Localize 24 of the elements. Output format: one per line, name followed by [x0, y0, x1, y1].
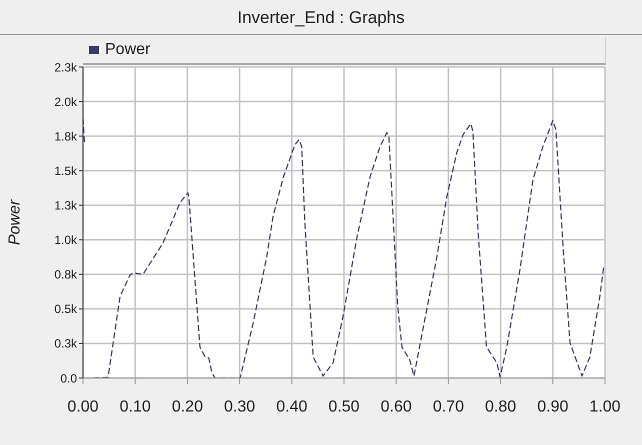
- chart-title: Inverter_End : Graphs: [236, 8, 406, 28]
- x-tick-label: 1.00: [589, 398, 621, 416]
- x-tick-label: 0.60: [380, 398, 412, 416]
- y-tick-label: 0.0: [60, 371, 78, 386]
- y-tick-label: 1.5k: [54, 164, 78, 178]
- y-axis-title: Power: [6, 199, 24, 246]
- x-tick-label: 0.90: [537, 398, 568, 416]
- x-tick-label: 0.20: [172, 398, 204, 416]
- x-tick-label: 0.50: [328, 398, 360, 416]
- x-tick-label: 0.00: [67, 398, 99, 416]
- x-tick-label: 0.40: [276, 398, 308, 416]
- y-tick-label: 2.0k: [54, 94, 78, 109]
- y-tick-label: 2.3k: [54, 60, 78, 74]
- y-tick-label: 1.3k: [54, 198, 78, 212]
- y-tick-label: 0.3k: [54, 336, 78, 351]
- y-tick-label: 1.0k: [54, 233, 78, 248]
- y-tick-label: 0.8k: [54, 268, 78, 282]
- y-tick-label: 1.8k: [54, 129, 78, 144]
- legend-label: Power: [104, 41, 150, 59]
- x-tick-label: 0.30: [224, 398, 256, 416]
- x-tick-label: 0.10: [120, 398, 151, 416]
- x-tick-label: 0.80: [485, 398, 516, 416]
- y-tick-label: 0.5k: [54, 302, 78, 316]
- x-tick-label: 0.70: [432, 398, 464, 416]
